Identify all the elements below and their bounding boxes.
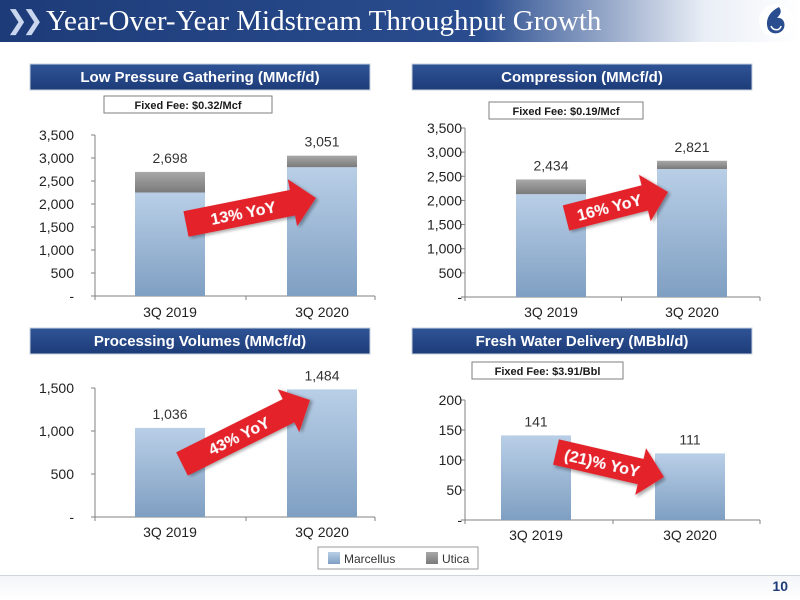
data-label: 2,434 [533, 157, 568, 173]
chart-3: Processing Volumes (MMcf/d) - 500 1,000 1,50… [29, 327, 376, 540]
data-label: 1,036 [152, 406, 187, 422]
arrow-shape-icon [183, 179, 317, 237]
chart-header-panel [411, 63, 753, 91]
y-tick-label: 150 [439, 422, 463, 438]
chart-1: Low Pressure Gathering (MMcf/d) Fixed Fee… [29, 63, 376, 320]
footer-divider [0, 575, 800, 576]
arrow-shape-icon [553, 439, 665, 495]
x-category-label: 3Q 2020 [295, 524, 349, 540]
y-tick-label: - [69, 509, 74, 525]
chart-2: Compression (MMcf/d) Fixed Fee: $0.19/Mcf… [411, 63, 761, 320]
bar-utica-1 [516, 179, 586, 195]
chart-title: Fresh Water Delivery (MBbl/d) [476, 333, 689, 350]
bar-utica-2 [657, 160, 727, 170]
y-tick-label: 2,500 [427, 168, 462, 184]
y-tick-label: - [457, 512, 462, 528]
chart-4: Fresh Water Delivery (MBbl/d) Fixed Fee: … [411, 327, 761, 543]
arrow-shape-icon [176, 389, 310, 476]
yoy-arrow: 13% YoY [183, 179, 317, 237]
bar-marcellus-1 [135, 192, 205, 296]
y-tick-label: 1,500 [39, 219, 74, 235]
data-label: 1,484 [304, 367, 339, 383]
bar-marcellus-2 [655, 453, 725, 520]
chart-header-panel [29, 63, 371, 91]
bar-marcellus-2 [657, 169, 727, 297]
y-tick-label: 3,500 [39, 127, 74, 143]
title-bar: ❯❯ Year-Over-Year Midstream Throughput G… [0, 0, 800, 42]
x-category-label: 3Q 2019 [524, 304, 578, 320]
y-tick-label: 500 [51, 466, 75, 482]
y-tick-label: 2,000 [39, 196, 74, 212]
y-tick-label: 3,000 [427, 144, 462, 160]
y-tick-label: 500 [51, 265, 75, 281]
y-tick-label: 1,500 [427, 217, 462, 233]
bar-utica-1 [135, 171, 205, 193]
chevron-decoration-icon: ❯❯ [6, 6, 43, 36]
y-tick-label: 1,500 [39, 380, 74, 396]
chart-title: Processing Volumes (MMcf/d) [94, 333, 306, 350]
chart-title: Compression (MMcf/d) [501, 69, 663, 86]
fixed-fee-box [488, 101, 644, 120]
x-category-label: 3Q 2019 [143, 304, 197, 320]
page-number: 10 [772, 578, 788, 594]
legend-label-marcellus: Marcellus [344, 552, 395, 566]
chart-header-panel [411, 327, 753, 355]
y-tick-label: 1,000 [39, 242, 74, 258]
y-tick-label: - [69, 288, 74, 304]
footer-band [0, 576, 800, 600]
legend-swatch-utica [426, 552, 438, 564]
data-label: 3,051 [304, 134, 339, 150]
fixed-fee-box [471, 361, 624, 380]
legend: Marcellus Utica [317, 546, 479, 570]
y-tick-label: 3,000 [39, 150, 74, 166]
y-tick-label: 2,000 [427, 192, 462, 208]
fixed-fee-label: Fixed Fee: $3.91/Bbl [495, 366, 601, 378]
y-tick-label: - [457, 289, 462, 305]
y-tick-label: 2,500 [39, 173, 74, 189]
fixed-fee-box [103, 95, 273, 114]
y-tick-label: 3,500 [427, 120, 462, 136]
page-title: Year-Over-Year Midstream Throughput Grow… [46, 5, 602, 37]
arrow-shape-icon [562, 174, 669, 231]
data-label: 141 [524, 413, 548, 429]
chart-header-panel [29, 327, 371, 355]
data-label: 2,698 [152, 150, 187, 166]
y-tick-label: 500 [439, 265, 463, 281]
bar-marcellus-1 [135, 427, 205, 517]
fixed-fee-label: Fixed Fee: $0.32/Mcf [135, 100, 242, 112]
x-category-label: 3Q 2019 [143, 524, 197, 540]
legend-swatch-marcellus [328, 552, 340, 564]
x-category-label: 3Q 2019 [509, 527, 563, 543]
y-tick-label: 100 [439, 452, 463, 468]
y-tick-label: 1,000 [39, 423, 74, 439]
y-tick-label: 1,000 [427, 241, 462, 257]
bar-utica-2 [287, 155, 357, 168]
company-logo-icon [759, 4, 793, 38]
y-tick-label: 200 [439, 392, 463, 408]
y-tick-label: 50 [446, 482, 462, 498]
data-label: 111 [679, 431, 700, 447]
x-category-label: 3Q 2020 [663, 527, 717, 543]
x-category-label: 3Q 2020 [295, 304, 349, 320]
data-label: 2,821 [674, 139, 709, 155]
x-category-label: 3Q 2020 [665, 304, 719, 320]
chart-title: Low Pressure Gathering (MMcf/d) [80, 69, 319, 86]
legend-label-utica: Utica [442, 552, 470, 566]
fixed-fee-label: Fixed Fee: $0.19/Mcf [513, 106, 620, 118]
